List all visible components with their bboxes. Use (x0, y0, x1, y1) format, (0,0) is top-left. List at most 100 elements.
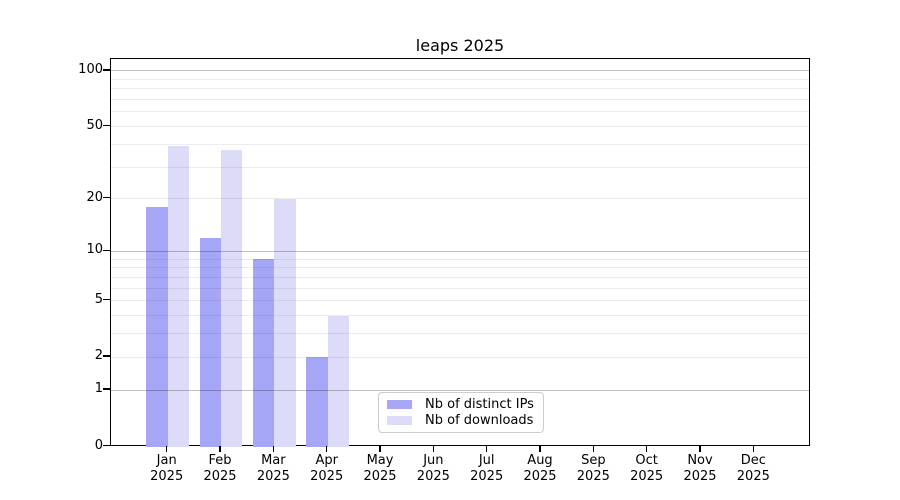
gridline-minor (111, 276, 809, 278)
x-tick-mark (326, 446, 328, 452)
x-tick-label: Apr 2025 (295, 453, 359, 485)
y-tick-mark (103, 444, 110, 447)
x-tick-year: 2025 (310, 469, 344, 484)
x-tick-label: Dec 2025 (721, 453, 785, 485)
x-tick-month: Jan (156, 453, 177, 468)
bar-downloads (327, 315, 349, 447)
x-tick-label: Nov 2025 (668, 453, 732, 485)
x-tick-month: Aug (527, 453, 553, 468)
x-tick-label: Aug 2025 (508, 453, 572, 485)
x-tick-mark (646, 446, 648, 452)
legend-label-distinct-ips: Nb of distinct IPs (425, 396, 534, 412)
gridline-minor (111, 198, 809, 200)
gridline-minor (111, 111, 809, 113)
legend-swatch-distinct-ips (387, 399, 412, 409)
gridline-minor (111, 99, 809, 101)
gridline-minor (111, 258, 809, 260)
gridline-major (111, 389, 809, 391)
x-tick-month: Feb (208, 453, 232, 468)
gridline-minor (111, 267, 809, 269)
x-tick-month: Apr (315, 453, 338, 468)
gridline-minor (111, 356, 809, 358)
x-tick-mark (592, 446, 595, 452)
y-tick-label: 50 (86, 117, 103, 133)
x-tick-label: Mar 2025 (241, 453, 305, 485)
legend-swatch-downloads (387, 416, 412, 426)
y-tick-mark (103, 69, 110, 71)
gridline-minor (111, 126, 809, 127)
y-tick-label: 20 (86, 189, 103, 205)
x-tick-month: Oct (635, 453, 658, 468)
y-tick-mark (103, 299, 110, 301)
bar-distinct-ips (253, 259, 275, 447)
x-tick-label: Jul 2025 (455, 453, 519, 485)
x-tick-mark (752, 446, 755, 452)
y-tick-mark (103, 355, 110, 357)
bar-downloads (274, 198, 296, 447)
x-tick-mark (432, 446, 435, 452)
bar-distinct-ips (306, 357, 328, 447)
y-tick-label: 2 (94, 348, 103, 364)
gridline-minor (111, 300, 809, 302)
x-tick-year: 2025 (576, 469, 610, 484)
y-tick-label: 1 (94, 381, 103, 397)
x-tick-label: Sep 2025 (561, 453, 625, 485)
y-tick-label: 0 (94, 437, 103, 453)
x-tick-label: Oct 2025 (615, 453, 679, 485)
gridline-minor (111, 315, 809, 316)
x-tick-mark (699, 446, 701, 452)
x-tick-year: 2025 (203, 469, 237, 484)
x-tick-mark (272, 446, 275, 452)
bar-downloads (167, 146, 189, 447)
x-tick-year: 2025 (363, 469, 397, 484)
gridline-minor (111, 78, 809, 80)
x-tick-month: Nov (687, 453, 713, 468)
x-tick-month: Dec (740, 453, 766, 468)
y-tick-mark (103, 197, 110, 199)
x-tick-month: May (366, 453, 394, 468)
x-tick-year: 2025 (256, 469, 290, 484)
x-tick-mark (379, 446, 381, 452)
x-tick-month: Mar (261, 453, 286, 468)
y-tick-label: 5 (94, 291, 103, 307)
x-tick-year: 2025 (683, 469, 717, 484)
x-tick-month: Jul (478, 453, 495, 468)
legend-item-distinct-ips: Nb of distinct IPs (387, 397, 535, 412)
x-tick-year: 2025 (416, 469, 450, 484)
x-tick-label: May 2025 (348, 453, 412, 485)
x-tick-label: Jan 2025 (135, 453, 199, 485)
x-tick-mark (486, 446, 488, 452)
x-tick-year: 2025 (470, 469, 504, 484)
y-tick-mark (103, 124, 110, 127)
x-tick-year: 2025 (630, 469, 664, 484)
y-tick-mark (103, 249, 110, 252)
legend: Nb of distinct IPs Nb of downloads (378, 392, 544, 433)
bar-downloads (221, 150, 243, 447)
bar-distinct-ips (199, 237, 222, 447)
y-tick-mark (103, 388, 110, 390)
plot-area (110, 58, 810, 447)
legend-item-downloads: Nb of downloads (387, 413, 535, 428)
x-tick-month: Sep (581, 453, 606, 468)
x-tick-label: Feb 2025 (188, 453, 252, 485)
gridline-major (111, 250, 809, 252)
x-tick-year: 2025 (150, 469, 184, 484)
gridline-minor (111, 88, 809, 90)
y-tick-label: 100 (78, 61, 103, 77)
gridline-minor (111, 166, 809, 168)
gridline-minor (111, 333, 809, 335)
gridline-minor (111, 143, 809, 145)
y-tick-label: 10 (86, 242, 103, 258)
x-tick-label: Jun 2025 (401, 453, 465, 485)
x-tick-mark (166, 446, 168, 452)
chart-title: leaps 2025 (415, 36, 505, 55)
x-tick-year: 2025 (736, 469, 770, 484)
x-tick-year: 2025 (523, 469, 557, 484)
legend-label-downloads: Nb of downloads (425, 413, 534, 429)
x-tick-mark (219, 446, 221, 452)
gridline-minor (111, 287, 809, 289)
gridline-major (111, 70, 809, 72)
x-tick-mark (539, 446, 541, 452)
x-tick-month: Jun (423, 453, 444, 468)
